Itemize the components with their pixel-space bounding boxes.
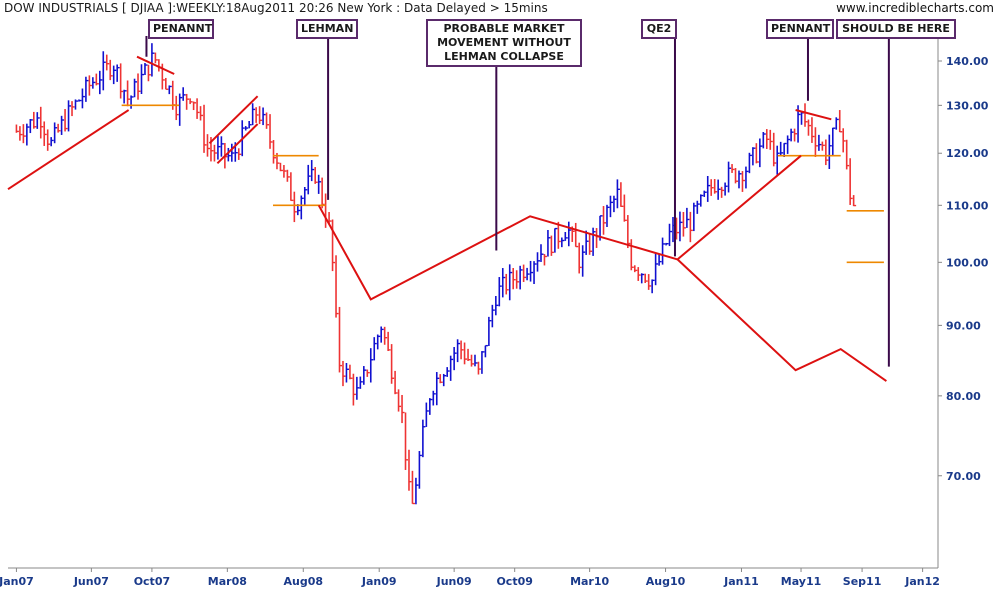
y-tick-label: 90.00 <box>946 319 981 332</box>
annotation-pennant-2007: PENANNT <box>148 19 214 39</box>
y-tick-label: 140.00 <box>946 55 989 68</box>
x-tick-label: Jan07 <box>0 575 34 588</box>
x-tick-label: Jan12 <box>904 575 940 588</box>
x-tick-label: Jan11 <box>723 575 759 588</box>
trend-line <box>208 95 259 145</box>
annotation-pennant-2011: PENNANT <box>766 19 834 39</box>
axis-labels: 70.00 80.00 90.00 100.00 110.00 120.00 130.00 1… <box>0 55 989 588</box>
trend-line <box>795 109 832 121</box>
price-bars <box>15 43 857 505</box>
x-tick-label: Mar10 <box>570 575 609 588</box>
x-tick-label: Jun07 <box>73 575 109 588</box>
trend-line <box>676 258 887 382</box>
x-tick-label: Oct07 <box>134 575 170 588</box>
y-tick-label: 110.00 <box>946 199 989 212</box>
x-tick-label: Aug10 <box>646 575 686 588</box>
chart-header: DOW INDUSTRIALS [ DJIAA ]:WEEKLY:18Aug20… <box>4 1 548 15</box>
site-watermark: www.incrediblecharts.com <box>836 1 994 15</box>
trend-line <box>216 123 259 165</box>
x-tick-label: Aug08 <box>284 575 324 588</box>
x-tick-label: Oct09 <box>496 575 532 588</box>
annotation-probable-movement: PROBABLE MARKET MOVEMENT WITHOUT LEHMAN … <box>426 19 582 67</box>
annotation-lehman: LEHMAN <box>296 19 358 39</box>
annotation-qe2: QE2 <box>641 19 677 39</box>
y-tick-label: 120.00 <box>946 147 989 160</box>
y-tick-label: 130.00 <box>946 99 989 112</box>
axes <box>8 30 942 572</box>
x-tick-label: Jun09 <box>436 575 472 588</box>
trend-line <box>317 154 802 301</box>
x-tick-label: Sep11 <box>843 575 882 588</box>
x-tick-label: Jan09 <box>361 575 397 588</box>
x-tick-label: May11 <box>781 575 822 588</box>
annotation-should-be-here: SHOULD BE HERE <box>836 19 956 39</box>
plot-area <box>8 30 938 568</box>
trend-line <box>7 109 130 191</box>
y-tick-label: 100.00 <box>946 256 989 269</box>
annotation-lines <box>7 36 890 382</box>
trend-line <box>136 55 175 75</box>
x-tick-label: Mar08 <box>208 575 247 588</box>
y-tick-label: 70.00 <box>946 470 981 483</box>
y-tick-label: 80.00 <box>946 390 981 403</box>
